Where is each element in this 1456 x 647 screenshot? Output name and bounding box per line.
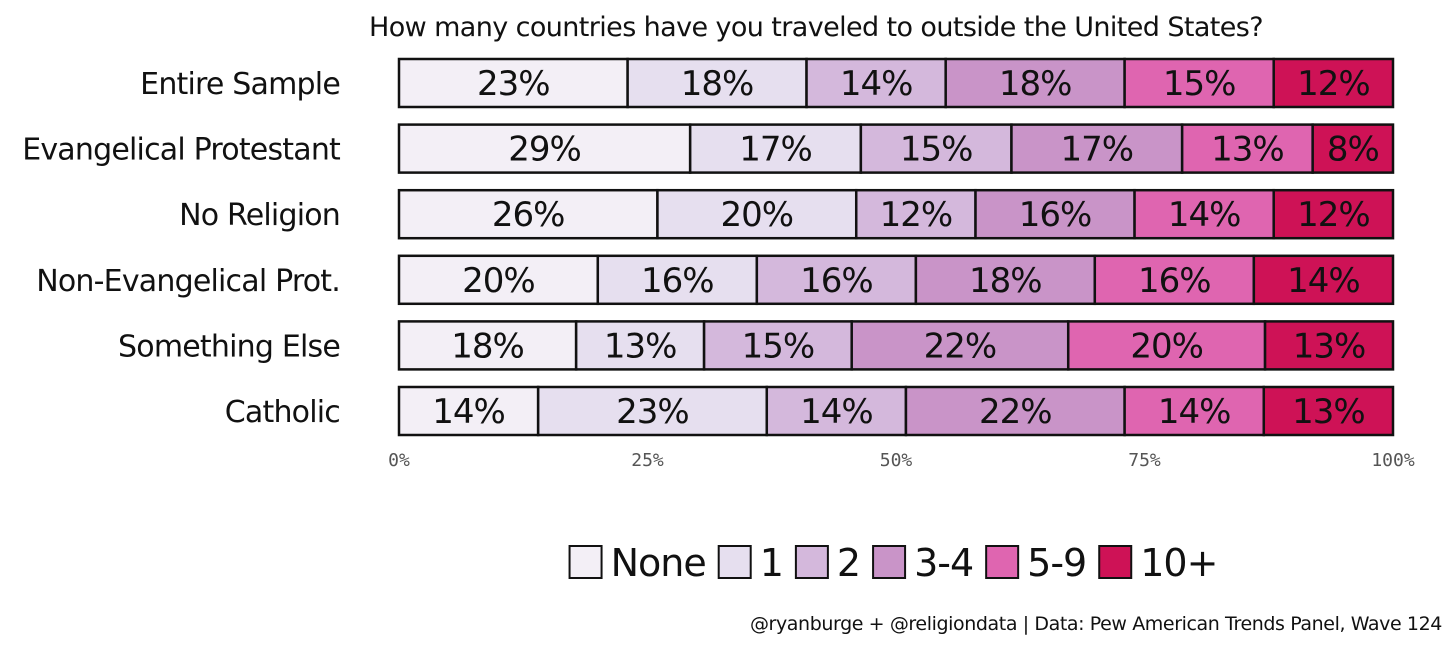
bar-segment <box>397 320 578 371</box>
legend-swatch <box>1098 545 1133 579</box>
bar-segment <box>859 123 1013 174</box>
bar-value-label: 13% <box>1211 130 1284 170</box>
bar-value-label: 18% <box>681 64 754 104</box>
chart-title: How many countries have you traveled to … <box>369 12 1263 43</box>
bar-segment <box>974 188 1136 240</box>
bar-segment <box>850 320 1070 371</box>
bar-value-label: 16% <box>1019 195 1092 235</box>
bar-segment <box>702 320 853 371</box>
legend-swatch <box>985 545 1020 579</box>
bar-value-label: 15% <box>1163 64 1236 104</box>
bar-value-label: 15% <box>742 326 815 366</box>
bar-value-label: 16% <box>800 261 873 301</box>
bar-value-label: 17% <box>1061 130 1134 170</box>
bar-segment <box>1123 385 1266 437</box>
bar-segment <box>596 254 759 306</box>
legend-label: 2 <box>837 541 860 585</box>
bar-segment <box>1263 320 1395 371</box>
bar-value-label: 20% <box>721 195 794 235</box>
bar-value-label: 14% <box>1158 392 1231 432</box>
bar-value-label: 14% <box>840 64 913 104</box>
legend-label: 3-4 <box>914 541 973 585</box>
bar-segment <box>397 385 540 437</box>
category-label: Evangelical Protestant <box>22 133 341 168</box>
legend-label: 1 <box>760 541 783 585</box>
bar-segment <box>904 385 1126 437</box>
bar-segment <box>1272 57 1395 109</box>
bar-value-label: 16% <box>1138 261 1211 301</box>
bar-value-label: 18% <box>451 326 524 366</box>
category-label: Non-Evangelical Prot. <box>36 264 340 299</box>
bar-segment <box>1311 123 1395 174</box>
bar-value-label: 20% <box>1130 326 1203 366</box>
x-tick-label: 0% <box>388 450 410 471</box>
bar-value-label: 14% <box>432 392 505 432</box>
category-label: Entire Sample <box>140 67 340 102</box>
bar-value-label: 14% <box>800 392 873 432</box>
bar-value-label: 20% <box>462 261 535 301</box>
bar-value-label: 14% <box>1287 261 1360 301</box>
legend-label: None <box>611 541 706 585</box>
bar-value-label: 23% <box>477 64 550 104</box>
bar-value-label: 15% <box>900 130 973 170</box>
category-label: Catholic <box>225 395 340 430</box>
x-tick-label: 100% <box>1371 450 1415 471</box>
x-tick-label: 50% <box>880 450 913 471</box>
bar-segment <box>1262 385 1395 437</box>
bar-segment <box>1010 123 1184 174</box>
bar-segment <box>1252 254 1395 306</box>
legend-swatch <box>794 545 829 579</box>
bar-segment <box>1093 254 1256 306</box>
category-label: Something Else <box>118 329 340 364</box>
category-label: No Religion <box>179 198 340 233</box>
bar-value-label: 13% <box>1293 326 1366 366</box>
bar-value-label: 29% <box>508 130 581 170</box>
bar-segment <box>755 254 918 306</box>
bar-value-label: 12% <box>1297 195 1370 235</box>
bar-value-label: 23% <box>616 392 689 432</box>
bar-segment <box>397 123 692 174</box>
bar-value-label: 13% <box>1292 392 1365 432</box>
bar-segment <box>656 188 858 240</box>
legend-swatch <box>717 545 752 579</box>
bar-value-label: 14% <box>1168 195 1241 235</box>
bar-value-label: 16% <box>641 261 714 301</box>
bar-segment <box>397 254 600 306</box>
bar-segment <box>1123 57 1275 109</box>
legend-label: 10+ <box>1140 541 1217 585</box>
bars-group: Entire Sample 23% 18% 14% 18% 15% 12% Evangelic… <box>22 57 1395 437</box>
bar-segment <box>397 188 659 240</box>
bar-segment <box>1133 188 1275 240</box>
legend: None 1 2 3-4 5-9 10+ <box>568 541 1218 585</box>
bar-value-label: 22% <box>979 392 1052 432</box>
bar-value-label: 18% <box>969 261 1042 301</box>
bar-value-label: 8% <box>1327 130 1379 170</box>
bar-value-label: 12% <box>1297 64 1370 104</box>
x-axis-ticks: 0% 25% 50% 75% 100% <box>388 450 1415 471</box>
bar-value-label: 22% <box>924 326 997 366</box>
bar-segment <box>397 57 629 109</box>
bar-segment <box>914 254 1097 306</box>
x-tick-label: 25% <box>631 450 664 471</box>
bar-value-label: 13% <box>604 326 677 366</box>
bar-value-label: 12% <box>880 195 953 235</box>
legend-swatch <box>872 545 907 579</box>
bar-value-label: 18% <box>999 64 1072 104</box>
bar-segment <box>688 123 863 174</box>
x-tick-label: 75% <box>1128 450 1161 471</box>
bar-segment <box>805 57 947 109</box>
source-caption: @ryanburge + @religiondata | Data: Pew A… <box>750 613 1442 635</box>
bar-value-label: 17% <box>739 130 812 170</box>
bar-segment <box>1272 188 1395 240</box>
bar-segment <box>1066 320 1267 371</box>
legend-label: 5-9 <box>1027 541 1086 585</box>
bar-value-label: 26% <box>492 195 565 235</box>
legend-swatch <box>568 545 603 579</box>
bar-segment <box>626 57 808 109</box>
